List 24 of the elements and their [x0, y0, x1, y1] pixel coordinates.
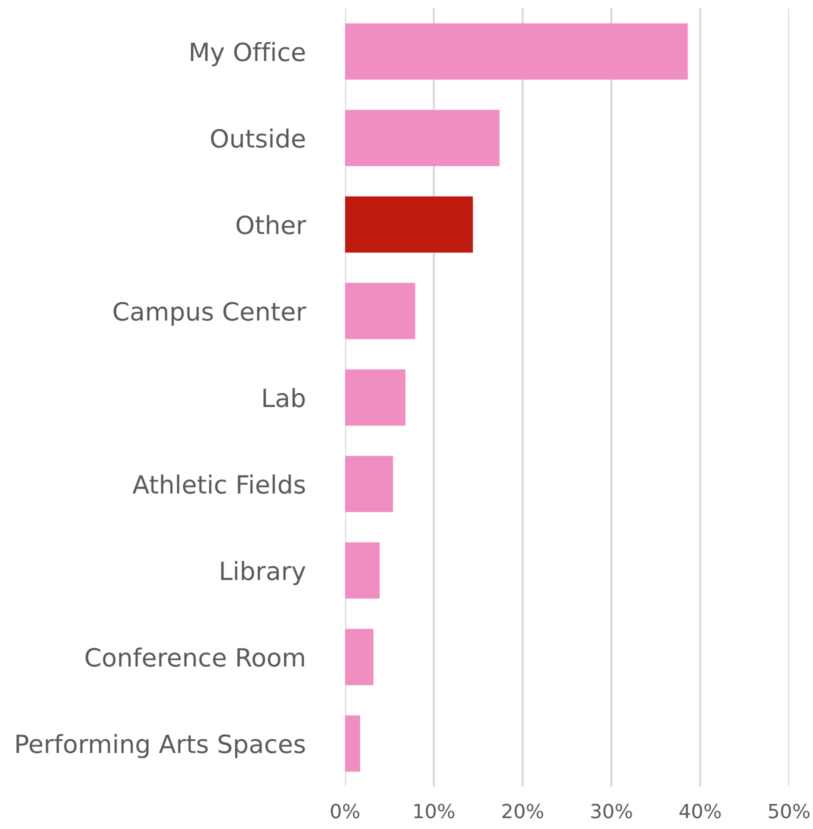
x-tick-label: 30%: [591, 804, 632, 818]
y-tick-label: Conference Room: [86, 647, 304, 667]
bar: [345, 110, 500, 166]
y-tick-label: Other: [236, 215, 306, 234]
bar: [345, 542, 380, 599]
bar: [345, 628, 374, 686]
y-tick-label: Lab: [263, 388, 305, 408]
x-tick-label: 20%: [502, 804, 544, 818]
bar: [345, 715, 360, 772]
bar: [345, 369, 406, 426]
y-tick-label: Athletic Fields: [132, 474, 305, 494]
y-tick-label: My Office: [190, 42, 305, 66]
bar: [345, 456, 393, 512]
bar: [345, 196, 473, 253]
x-tick-label: 10%: [414, 804, 454, 818]
x-tick-label: 0%: [330, 804, 360, 818]
bar: [345, 282, 416, 340]
x-tick-label: 40%: [680, 804, 721, 818]
x-tick-label: 50%: [768, 804, 810, 818]
y-tick-label: Library: [221, 560, 306, 586]
y-tick-label: Performing Arts Spaces: [16, 734, 305, 758]
y-tick-label: Outside: [211, 128, 305, 148]
bar: [345, 23, 688, 80]
y-tick-label: Campus Center: [114, 302, 306, 326]
